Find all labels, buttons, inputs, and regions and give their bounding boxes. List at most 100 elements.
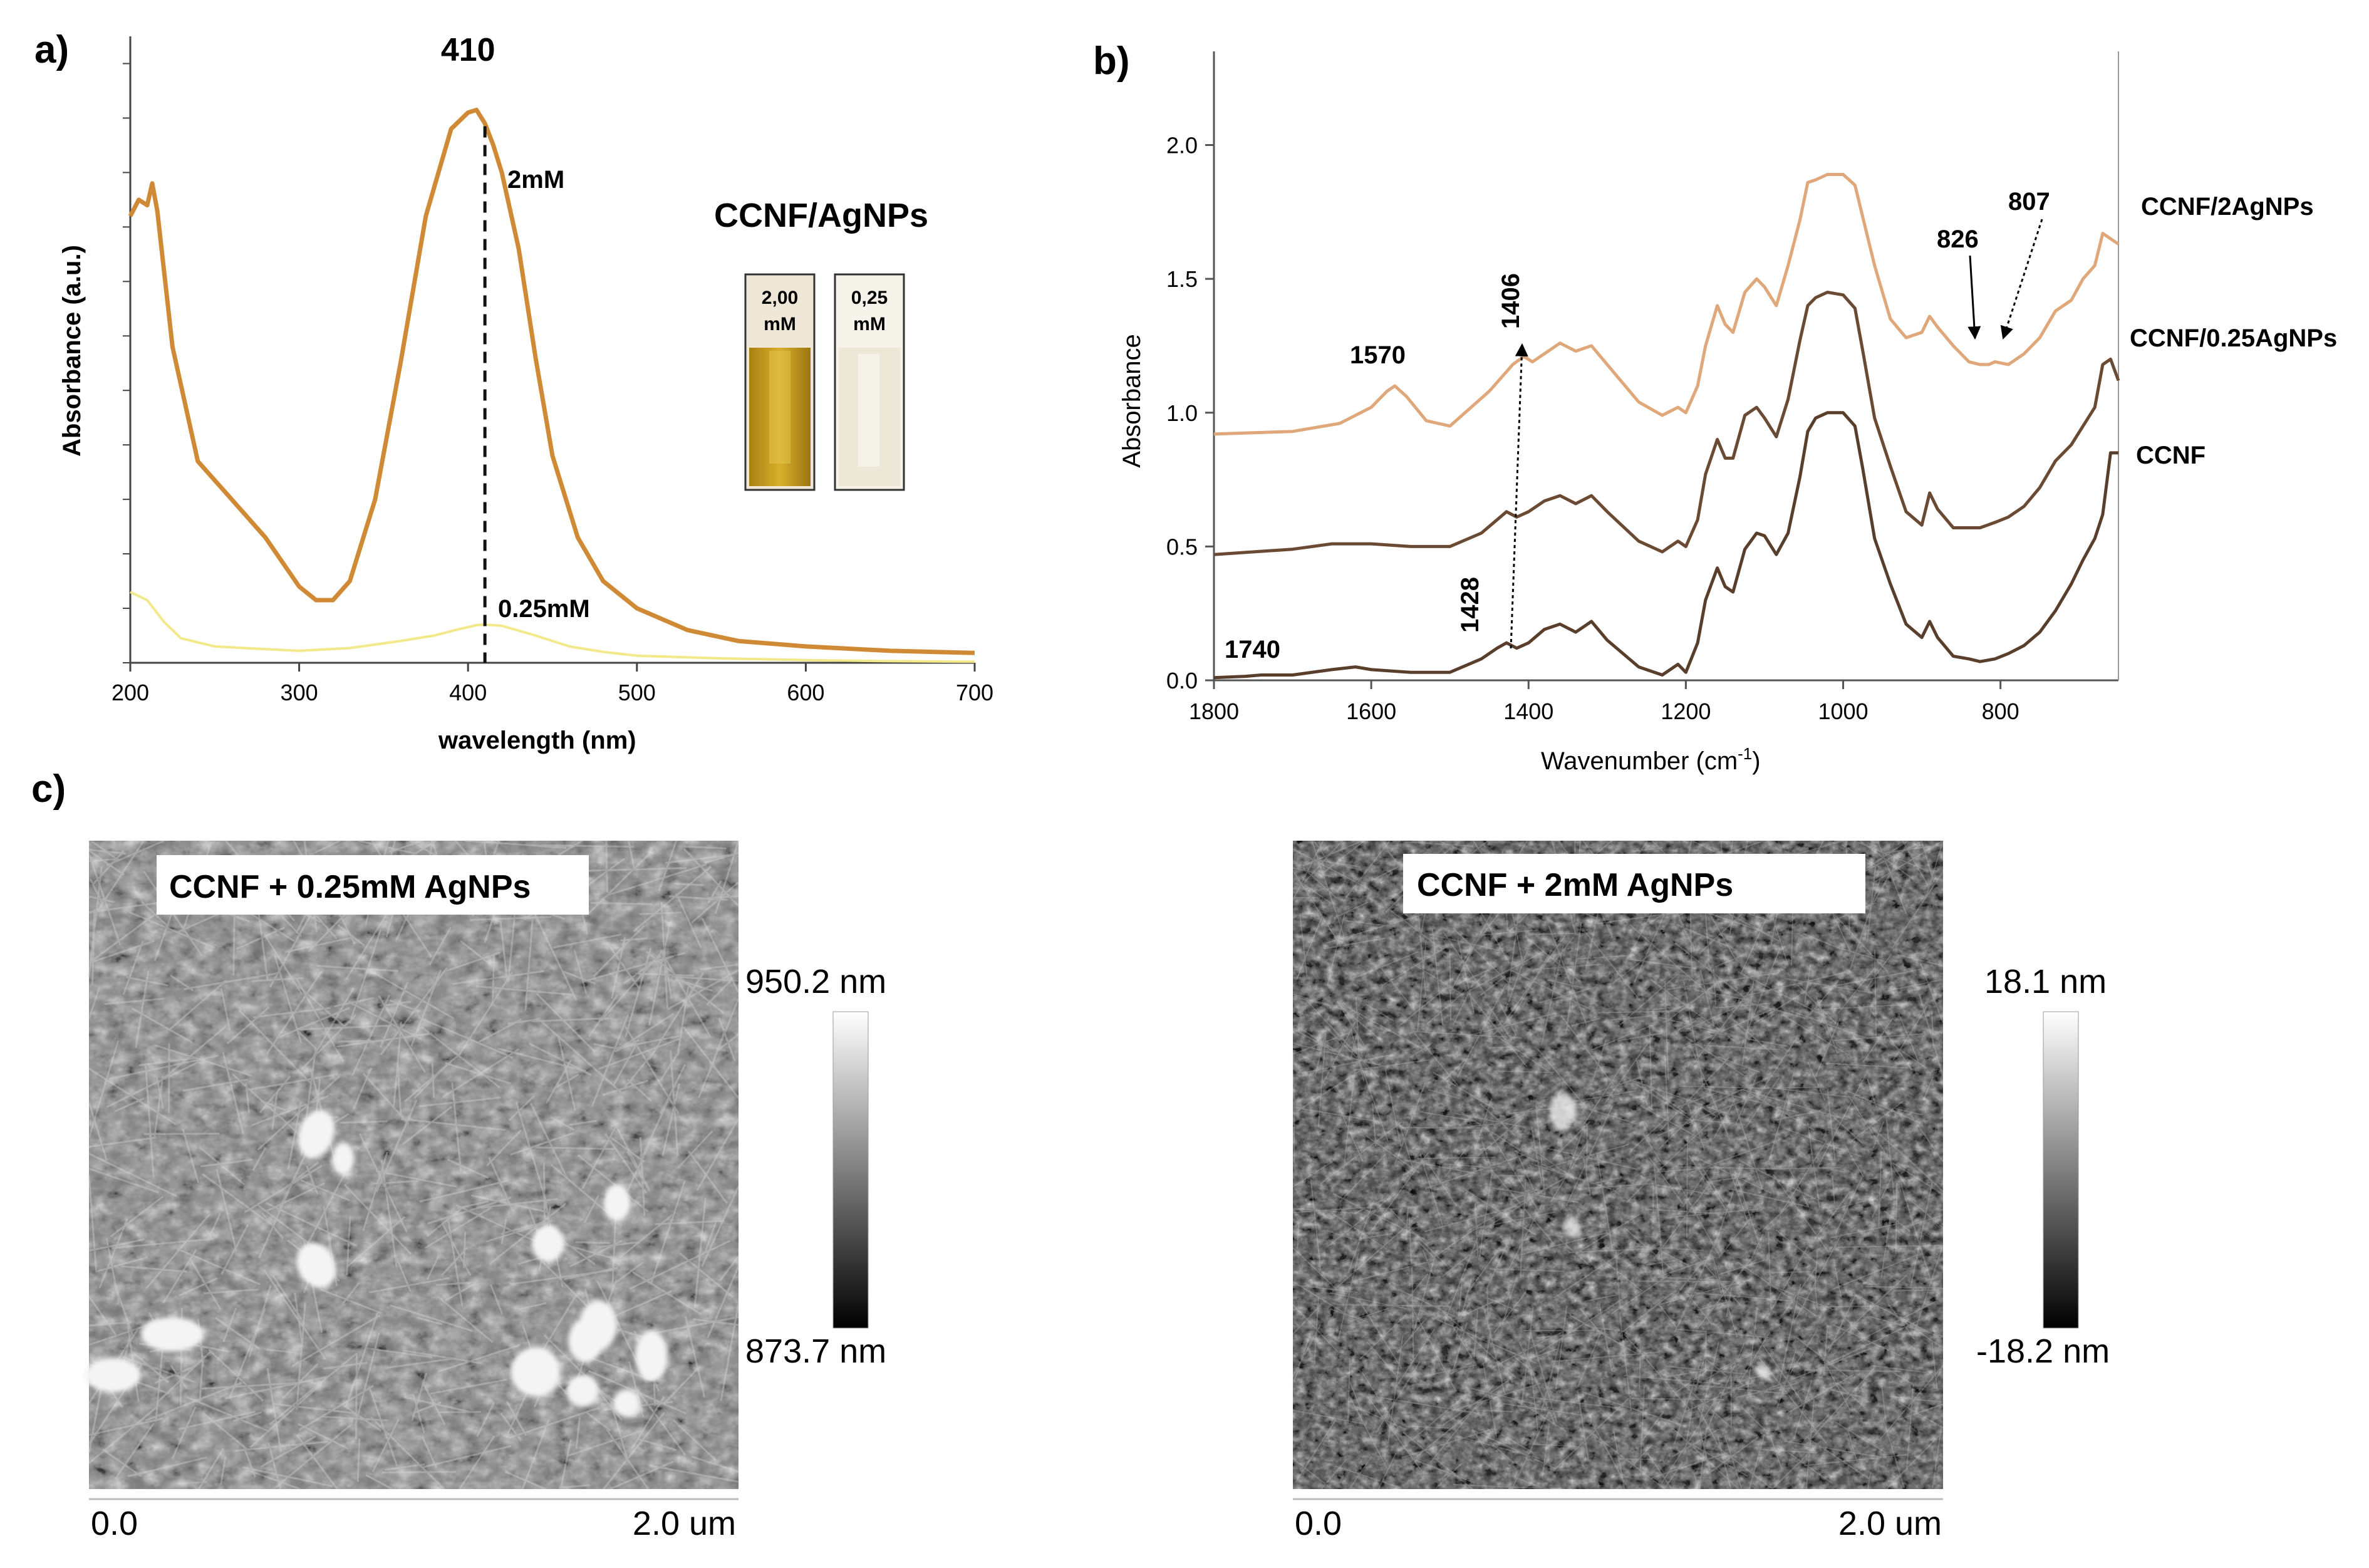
afm-fiber [1297, 880, 1332, 904]
afm-fiber [369, 970, 455, 1020]
afm-fiber [1520, 1232, 1608, 1255]
afm-fiber [111, 1238, 214, 1249]
afm-fiber [380, 967, 448, 1056]
afm-fiber [1857, 1114, 1939, 1188]
panel-label-c: c) [31, 767, 66, 811]
afm-fiber [1766, 1347, 1870, 1390]
afm-fiber [1453, 1302, 1471, 1332]
afm-fiber [632, 1271, 702, 1316]
afm-fiber [402, 1106, 452, 1145]
afm-fiber [438, 1411, 481, 1413]
afm-fiber [1885, 1119, 1895, 1201]
afm-fiber [1469, 1176, 1568, 1231]
afm-fiber [577, 1154, 649, 1212]
afm-fiber [564, 1267, 618, 1280]
afm-fiber [541, 844, 634, 848]
afm-left-scale-min: 873.7 nm [745, 1332, 886, 1370]
afm-fiber [1684, 1291, 1791, 1302]
afm-fiber [658, 840, 678, 891]
afm-fiber [1292, 1410, 1364, 1425]
afm-fiber [1342, 1002, 1364, 1020]
afm-fiber [1872, 1365, 1926, 1373]
afm-fiber [269, 915, 312, 988]
afm-fiber [1867, 1078, 1877, 1108]
afm-fiber [317, 965, 398, 972]
afm-fiber [88, 1175, 98, 1272]
afm-fiber [199, 1361, 204, 1403]
afm-fiber [1835, 1421, 1887, 1454]
afm-fiber [1706, 1176, 1746, 1183]
afm-fiber [1532, 933, 1575, 935]
afm-fiber [266, 1202, 357, 1247]
afm-fiber [1350, 1029, 1359, 1059]
afm-fiber [162, 1249, 197, 1304]
afm-fiber [334, 997, 375, 1007]
afm-fiber [1699, 913, 1743, 954]
afm-fiber [628, 841, 636, 871]
afm-fiber [351, 994, 391, 1076]
afm-fiber [232, 1411, 262, 1422]
afm-fiber [1666, 1369, 1707, 1378]
afm-fiber [1679, 1085, 1770, 1089]
ir-series-CCNF [1213, 411, 2118, 680]
afm-fiber [1653, 1161, 1664, 1274]
afm-right-axis-end: 2.0 um [1838, 1505, 1942, 1542]
afm-fiber [1896, 1147, 1944, 1192]
afm-fiber [234, 1440, 329, 1452]
afm-fiber [219, 1456, 227, 1485]
afm-fiber [410, 969, 442, 1047]
afm-fiber [1451, 1322, 1468, 1374]
afm-fiber [660, 1053, 678, 1080]
afm-fiber [1882, 1418, 1905, 1488]
afm-fiber [1611, 1274, 1671, 1315]
afm-fiber [1690, 1046, 1729, 1135]
afm-fiber [1830, 1222, 1901, 1238]
afm-fiber [670, 1050, 679, 1156]
afm-fiber [1884, 1210, 1910, 1232]
afm-fiber [299, 1024, 392, 1031]
afm-fiber [1397, 1317, 1427, 1353]
afm-fiber [138, 1057, 195, 1066]
afm-fiber [1351, 1041, 1389, 1141]
afm-fiber [1413, 1249, 1438, 1332]
afm-fiber [691, 881, 739, 924]
afm-fiber [412, 1393, 425, 1433]
afm-fiber [1632, 847, 1663, 853]
afm-fiber [1487, 1004, 1513, 1041]
ir-label-1740: 1740 [1225, 636, 1280, 663]
afm-fiber [1629, 1444, 1653, 1468]
afm-fiber [1788, 1168, 1810, 1208]
afm-fiber [1411, 1259, 1414, 1362]
afm-fiber [1409, 1401, 1484, 1463]
afm-fiber [1796, 1337, 1850, 1379]
afm-fiber [1889, 1396, 1941, 1403]
afm-fiber [301, 1014, 356, 1070]
afm-fiber [1486, 1236, 1511, 1289]
afm-fiber [348, 1000, 422, 1041]
afm-fiber [1677, 1270, 1696, 1292]
afm-fiber [90, 878, 103, 903]
afm-fiber [603, 1411, 665, 1490]
afm-fiber [110, 1195, 164, 1237]
vial-2mM: 2,00 mM [744, 273, 816, 491]
afm-fiber [389, 840, 420, 853]
afm-fiber [1501, 1433, 1535, 1454]
afm-fiber [1292, 1161, 1333, 1188]
ir-series-CCNF/2AgNPs [1213, 173, 2120, 436]
afm-fiber [691, 1455, 739, 1473]
ir-y-tick-label: 0.5 [1166, 534, 1198, 559]
afm-fiber [1576, 1213, 1641, 1254]
afm-fiber [423, 1445, 512, 1468]
afm-fiber [1489, 1046, 1519, 1049]
afm-fiber [1300, 840, 1343, 886]
afm-fiber [1640, 1104, 1703, 1141]
afm-fiber [1515, 1150, 1537, 1195]
ir-series-CCNF/0.25AgNPs [1213, 291, 2120, 556]
afm-fiber [286, 1161, 319, 1188]
afm-fiber [1699, 1426, 1708, 1490]
afm-fiber [1853, 840, 1929, 872]
afm-fiber [1425, 1153, 1527, 1190]
afm-fiber [202, 1173, 271, 1225]
afm-fiber [1910, 1181, 1933, 1287]
afm-fiber [262, 1269, 326, 1360]
